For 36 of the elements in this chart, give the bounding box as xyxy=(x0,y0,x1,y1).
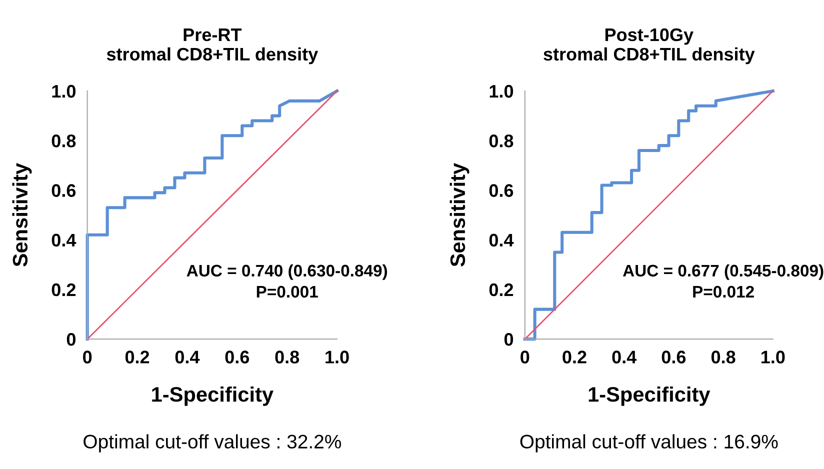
x-tick-label: 0.6 xyxy=(662,350,686,364)
y-tick-label: 1.0 xyxy=(490,84,514,98)
y-tick-label: 0.6 xyxy=(52,184,76,197)
y-axis-title: Sensitivity xyxy=(12,163,32,267)
annotation: AUC = 0.677 (0.545-0.809) xyxy=(622,264,824,280)
x-tick-label: 0.2 xyxy=(562,350,586,364)
text: Optimal cut-off values : 32.2% xyxy=(84,434,342,452)
x-tick-label: 1.0 xyxy=(326,350,349,364)
x-tick-label: 0 xyxy=(520,350,530,364)
y-tick-label: 0.6 xyxy=(489,184,514,197)
text: Optimal cut-off values : 16.9% xyxy=(520,434,778,452)
y-tick-label: 0.2 xyxy=(52,283,76,296)
annotation: P=0.001 xyxy=(256,286,318,298)
x-tick-label: 0.4 xyxy=(612,350,637,364)
x-tick-label: 0.6 xyxy=(225,350,250,364)
y-tick-label: 0 xyxy=(504,333,514,346)
chart-title: Post-10Gy stromal CD8+TIL density xyxy=(544,28,755,64)
x-tick-label: 0.2 xyxy=(125,350,150,364)
x-axis-title: 1-Specificity xyxy=(588,386,710,406)
y-tick-label: 0 xyxy=(66,333,76,346)
x-tick-label: 0 xyxy=(83,350,92,364)
y-tick-label: 0.4 xyxy=(489,234,514,247)
annotation: P=0.012 xyxy=(693,286,754,298)
y-tick-label: 1.0 xyxy=(52,84,76,98)
y-tick-label: 0.2 xyxy=(489,283,514,296)
annotation: AUC = 0.740 (0.630-0.849) xyxy=(186,264,388,280)
chart-title: Pre-RT stromal CD8+TIL density xyxy=(106,28,318,64)
y-tick-label: 0.8 xyxy=(489,134,514,148)
x-tick-label: 0.8 xyxy=(711,350,736,364)
y-tick-label: 0.4 xyxy=(52,234,76,247)
x-tick-label: 0.4 xyxy=(175,350,200,364)
y-tick-label: 0.8 xyxy=(52,134,76,148)
x-tick-label: 1.0 xyxy=(762,350,785,364)
y-axis-title: Sensitivity xyxy=(450,163,470,267)
x-axis-title: 1-Specificity xyxy=(152,386,274,406)
x-tick-label: 0.8 xyxy=(275,350,300,364)
